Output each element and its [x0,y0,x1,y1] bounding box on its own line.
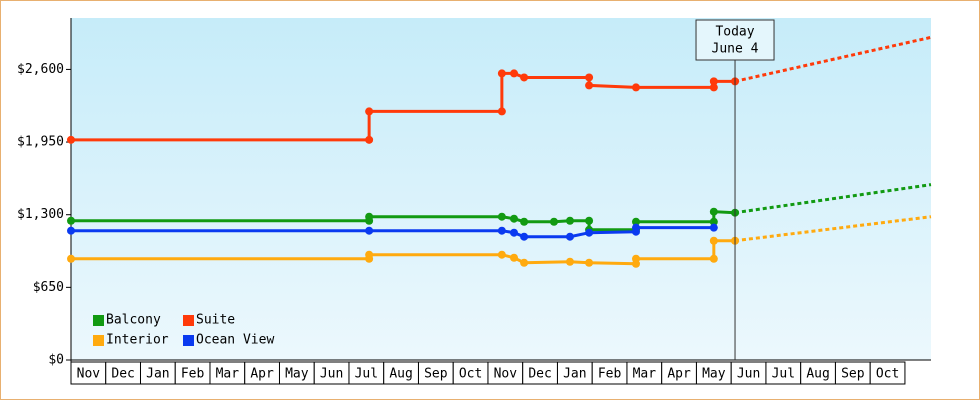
today-label: June 4 [712,42,759,57]
x-tick-label: Apr [667,367,691,382]
x-tick-label: Apr [250,367,274,382]
x-tick-label: Oct [876,367,899,382]
y-tick-label: $0 [48,353,64,368]
x-tick-label: Mar [216,367,240,382]
projection-line [734,35,932,83]
x-tick-label: Sep [841,367,865,382]
x-tick-label: May [702,367,726,382]
legend-swatch [183,335,194,346]
legend-label: Suite [196,313,235,328]
point [510,253,519,262]
point [631,83,640,92]
point [520,232,529,241]
point [709,217,718,226]
legend-swatch [93,315,104,326]
point [497,226,506,235]
point [497,250,506,259]
point [709,223,718,232]
x-tick-label: Feb [181,367,205,382]
point [631,217,640,226]
x-tick-label: Sep [424,367,448,382]
y-tick-label: $650 [33,280,64,295]
point [709,77,718,86]
x-tick-label: Feb [598,367,622,382]
projection-line [734,183,932,215]
x-tick-label: Dec [111,367,134,382]
point [67,216,75,225]
today-box [695,19,775,61]
y-tick-label: $1,300 [17,207,64,222]
point [585,216,594,225]
legend-label: Interior [106,333,169,348]
point [585,81,594,90]
x-tick-label: May [285,367,309,382]
x-tick-label: Mar [633,367,657,382]
point [631,223,640,232]
point [709,83,718,92]
x-tick-label: Jan [563,367,586,382]
today-label: Today [715,25,754,40]
legend-swatch [183,315,194,326]
point [549,217,558,226]
x-tick-label: Jul [772,367,795,382]
point [365,226,374,235]
point [585,228,594,237]
x-tick-label: Jul [355,367,378,382]
month-cell [869,361,906,385]
projection-line [734,215,932,243]
point [520,217,529,226]
x-tick-label: Aug [806,367,829,382]
point [510,69,519,78]
point [565,232,574,241]
point [497,212,506,221]
x-tick-label: Nov [77,367,101,382]
point [631,254,640,263]
point [67,226,75,235]
point [497,107,506,116]
point [497,69,506,78]
point [585,258,594,267]
point [565,257,574,266]
point [67,254,75,263]
point [709,207,718,216]
point [510,228,519,237]
point [365,135,374,144]
legend-label: Balcony [106,313,161,328]
x-tick-label: Dec [528,367,551,382]
point [365,212,374,221]
x-tick-label: Jun [737,367,760,382]
point [510,214,519,223]
point [67,135,75,144]
x-tick-label: Nov [494,367,518,382]
x-tick-label: Jun [320,367,343,382]
legend-swatch [93,335,104,346]
point [520,73,529,82]
y-tick-label: $2,600 [17,62,64,77]
point [585,73,594,82]
point [365,107,374,116]
legend-label: Ocean View [196,333,274,348]
plot-area [71,18,931,360]
point [520,258,529,267]
x-tick-label: Oct [459,367,482,382]
x-tick-label: Jan [146,367,169,382]
point [565,216,574,225]
y-tick-label: $1,950 [17,135,64,150]
x-tick-label: Aug [389,367,412,382]
point [709,236,718,245]
point [709,254,718,263]
point [365,250,374,259]
